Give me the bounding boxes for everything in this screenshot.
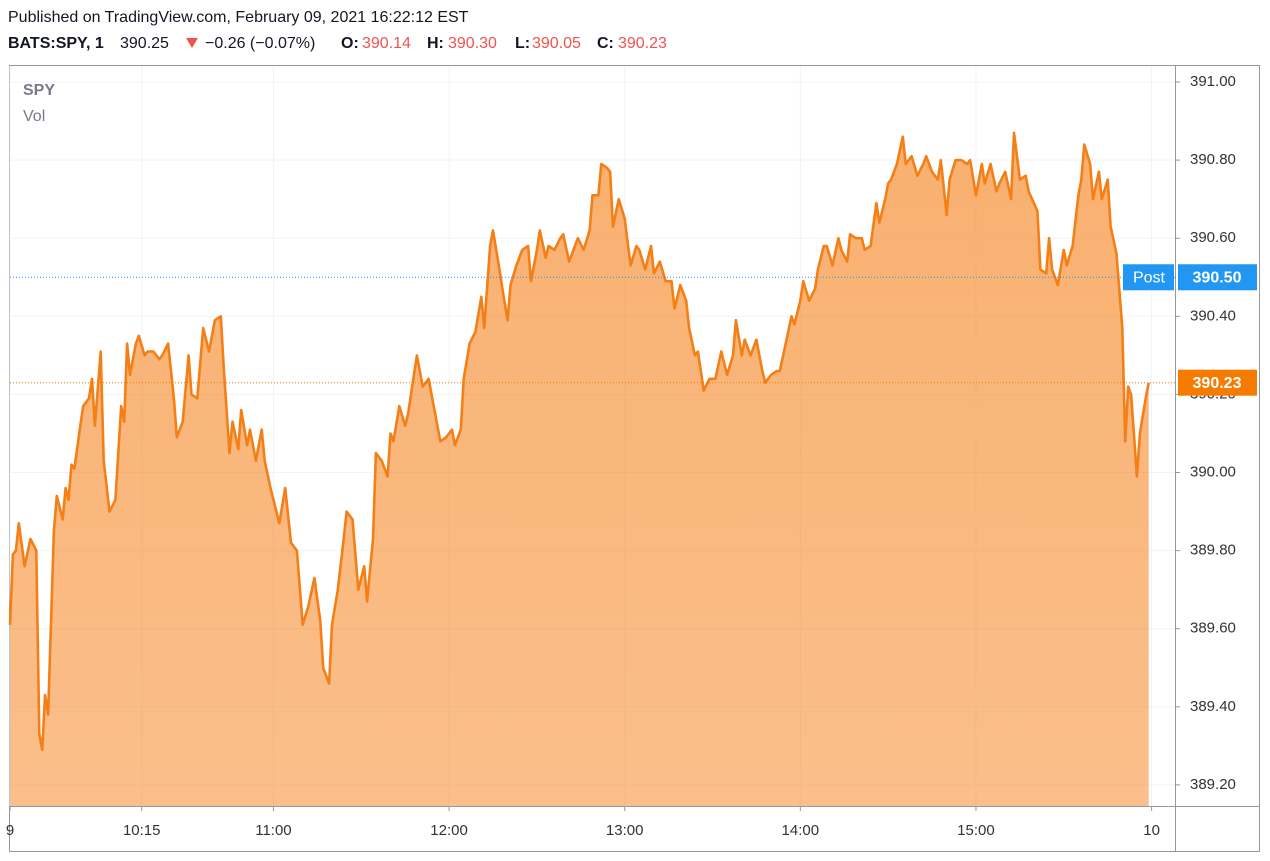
area <box>10 132 1149 807</box>
ohlc-value: 390.30 <box>448 35 497 52</box>
last-price: 390.25 <box>120 35 169 52</box>
y-tick-label: 389.40 <box>1190 698 1236 715</box>
price-badge <box>1178 264 1257 291</box>
ohlc-label: L: <box>515 35 530 52</box>
line <box>8 131 1150 752</box>
badge-name <box>1123 264 1174 291</box>
ohlc-label: C: <box>597 35 614 52</box>
y-tick-label: 391.00 <box>1190 73 1236 90</box>
y-tick-label: 389.20 <box>1190 776 1236 793</box>
legend-symbol: SPY <box>23 82 55 99</box>
x-tick-label: 9 <box>6 822 14 839</box>
y-tick-label: 390.60 <box>1190 229 1236 246</box>
price-badge <box>1178 369 1257 396</box>
ohlc-value: 390.05 <box>532 35 581 52</box>
x-tick-label: 10:15 <box>123 822 161 839</box>
down-arrow <box>186 38 198 48</box>
x-tick-label: 15:00 <box>957 822 995 839</box>
y-tick-label: 389.60 <box>1190 620 1236 637</box>
symbol: BATS:SPY, 1 <box>8 35 104 52</box>
ohlc-value: 390.14 <box>362 35 411 52</box>
change: −0.26 (−0.07%) <box>205 35 315 52</box>
y-tick-label: 390.40 <box>1190 307 1236 324</box>
ohlc-label: H: <box>427 35 444 52</box>
x-tick-label: 12:00 <box>430 822 468 839</box>
y-tick-label: 389.80 <box>1190 542 1236 559</box>
price-badge-label: 390.23 <box>1193 375 1242 392</box>
published: Published on TradingView.com, February 0… <box>8 9 469 26</box>
badge-name-label: Post <box>1133 269 1166 286</box>
x-tick-label: 11:00 <box>255 822 291 839</box>
x-tick-label: 13:00 <box>606 822 644 839</box>
x-tick-label: 14:00 <box>782 822 820 839</box>
y-tick-label: 390.00 <box>1190 463 1236 480</box>
y-tick-label: 390.80 <box>1190 151 1236 168</box>
price-badge-label: 390.50 <box>1193 269 1242 286</box>
x-tick-label: 10 <box>1143 822 1160 839</box>
ohlc-label: O: <box>341 35 359 52</box>
ohlc-value: 390.23 <box>618 35 667 52</box>
legend-volume: Vol <box>23 108 45 125</box>
